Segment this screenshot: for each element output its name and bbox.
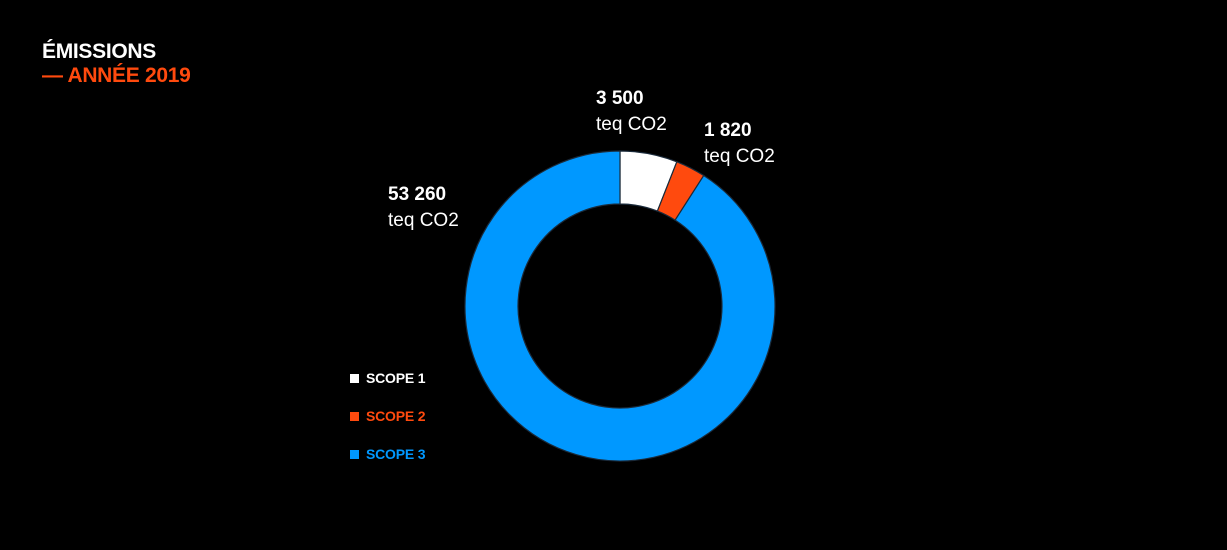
legend-swatch-scope-1 (350, 373, 359, 383)
legend-item-scope-2[interactable]: SCOPE 2 (350, 406, 425, 426)
legend-item-scope-1[interactable]: SCOPE 1 (350, 368, 425, 388)
legend: SCOPE 1 SCOPE 2 SCOPE 3 (350, 368, 425, 482)
slice-unit-scope-1: teq CO2 (596, 114, 667, 135)
legend-label-scope-2: SCOPE 2 (366, 408, 426, 424)
slice-value-scope-1: 3 500 (596, 88, 644, 109)
legend-label-scope-1: SCOPE 1 (366, 370, 426, 386)
legend-item-scope-3[interactable]: SCOPE 3 (350, 444, 425, 464)
slice-value-scope-2: 1 820 (704, 120, 752, 141)
chart-title: ÉMISSIONS (42, 40, 156, 63)
legend-swatch-scope-3 (350, 449, 359, 459)
chart-title-block: ÉMISSIONS — ANNÉE 2019 (42, 40, 191, 88)
slice-unit-scope-2: teq CO2 (704, 146, 775, 167)
donut-slice-scope-3[interactable] (464, 150, 776, 462)
slice-label-scope-1: 3 500 teq CO2 (596, 86, 667, 138)
slice-unit-scope-3: teq CO2 (388, 210, 459, 231)
slice-label-scope-2: 1 820 teq CO2 (704, 118, 775, 170)
chart-subtitle: — ANNÉE 2019 (42, 64, 191, 87)
slice-value-scope-3: 53 260 (388, 184, 447, 205)
legend-label-scope-3: SCOPE 3 (366, 446, 426, 462)
legend-swatch-scope-2 (350, 411, 359, 421)
slice-label-scope-3: 53 260 teq CO2 (388, 182, 459, 234)
